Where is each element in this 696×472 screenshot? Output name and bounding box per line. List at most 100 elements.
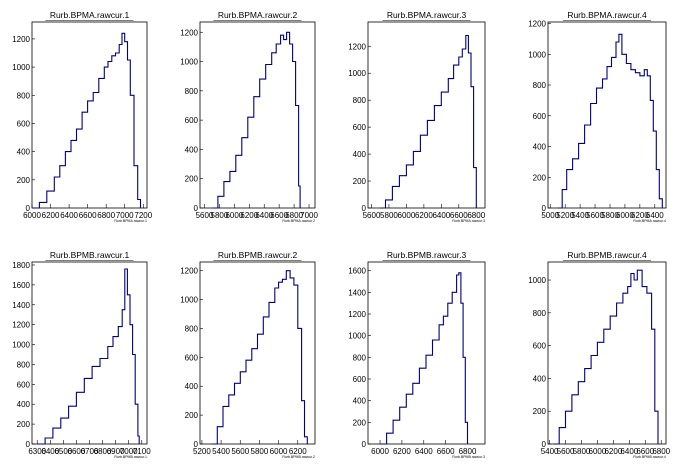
title-box (394, 250, 459, 261)
y-tick-label: 200 (185, 175, 199, 184)
y-tick-label: 1000 (348, 332, 366, 341)
x-tick-label: 5400 (212, 447, 230, 456)
y-tick-label: 600 (533, 112, 547, 121)
x-axis-label: Rurb.BPMA.rawcur.4 (633, 219, 666, 223)
x-tick-label: 6600 (636, 447, 654, 456)
x-tick-label: 6600 (450, 211, 468, 220)
histogram-title: Rurb.BPMB.rawcur.4 (567, 250, 647, 260)
y-tick-label: 400 (185, 145, 199, 154)
x-axis-label: Rurb.BPMB.rawcur.2 (282, 455, 315, 459)
x-tick-label: 5400 (541, 447, 559, 456)
x-tick-label: 7000 (116, 211, 134, 220)
plot-frame (31, 21, 148, 209)
y-tick-label: 1400 (12, 301, 30, 310)
y-tick-label: 0 (194, 204, 199, 213)
y-tick-label: 1400 (348, 288, 366, 297)
x-tick-label: 6800 (652, 447, 670, 456)
y-tick-label: 800 (17, 360, 31, 369)
y-tick-label: 600 (17, 380, 31, 389)
x-tick-label: 6000 (270, 447, 288, 456)
histogram-title: Rurb.BPMA.rawcur.1 (50, 10, 130, 20)
y-tick-label: 800 (353, 353, 367, 362)
y-tick-label: 1000 (528, 50, 546, 59)
title-box (225, 250, 290, 261)
x-tick-label: 6400 (620, 447, 638, 456)
x-tick-label: 5200 (556, 211, 574, 220)
plot-frame (199, 261, 316, 445)
histogram-title: Rurb.BPMB.rawcur.3 (387, 250, 467, 260)
y-tick-label: 400 (17, 400, 31, 409)
x-tick-label: 5800 (380, 211, 398, 220)
histogram-line (380, 272, 469, 445)
histogram-title: Rurb.BPMA.rawcur.3 (387, 10, 467, 20)
y-tick-label: 400 (17, 148, 31, 157)
y-tick-label: 1000 (180, 296, 198, 305)
x-tick-label: 6600 (437, 447, 455, 456)
x-tick-label: 6800 (285, 211, 303, 220)
histogram-title: Rurb.BPMA.rawcur.4 (567, 10, 647, 20)
title-box (57, 250, 122, 261)
x-tick-label: 5800 (251, 447, 269, 456)
x-axis-label: Rurb.BPMA.rawcur.2 (282, 219, 315, 223)
x-tick-label: 5600 (557, 447, 575, 456)
x-tick-label: 6000 (23, 211, 41, 220)
x-tick-label: 6000 (616, 211, 634, 220)
y-tick-label: 600 (185, 353, 199, 362)
x-tick-label: 5400 (571, 211, 589, 220)
y-tick-label: 1600 (12, 281, 30, 290)
x-tick-label: 6200 (604, 447, 622, 456)
histogram-panel: Rurb.BPMB.rawcur.1 0 200 400 600 800 1000 1200 1… (12, 250, 151, 459)
x-tick-label: 6400 (432, 211, 450, 220)
x-tick-label: 6200 (240, 211, 258, 220)
x-tick-label: 6900 (107, 447, 125, 456)
y-tick-label: 400 (353, 150, 367, 159)
y-tick-label: 1000 (12, 63, 30, 72)
x-tick-label: 6400 (255, 211, 273, 220)
y-tick-label: 800 (185, 324, 199, 333)
x-tick-label: 6400 (41, 447, 59, 456)
y-tick-label: 200 (17, 176, 31, 185)
x-tick-label: 6200 (42, 211, 60, 220)
x-tick-label: 6000 (225, 211, 243, 220)
histogram-line (557, 33, 663, 209)
y-tick-label: 800 (185, 87, 199, 96)
x-tick-label: 5600 (363, 211, 381, 220)
x-tick-label: 5600 (586, 211, 604, 220)
x-tick-label: 6800 (459, 447, 477, 456)
y-tick-label: 0 (26, 204, 31, 213)
y-tick-label: 600 (533, 342, 547, 351)
x-tick-label: 7000 (300, 211, 318, 220)
x-tick-label: 5800 (601, 211, 619, 220)
y-tick-label: 1200 (348, 42, 366, 51)
x-tick-label: 6700 (81, 447, 99, 456)
histogram-panel: Rurb.BPMA.rawcur.4 0 200 400 600 800 1000 1200 5… (528, 10, 667, 223)
y-tick-label: 600 (353, 123, 367, 132)
x-tick-label: 6600 (270, 211, 288, 220)
x-tick-label: 7200 (134, 211, 152, 220)
x-tick-label: 6200 (415, 211, 433, 220)
histogram-line (211, 31, 301, 209)
x-tick-label: 6400 (60, 211, 78, 220)
y-tick-label: 400 (353, 397, 367, 406)
histogram-panel: Rurb.BPMB.rawcur.3 0 200 400 600 800 1000 1200 1… (348, 250, 486, 459)
x-tick-label: 6600 (68, 447, 86, 456)
y-tick-label: 800 (533, 81, 547, 90)
y-tick-label: 200 (185, 411, 199, 420)
y-tick-label: 400 (533, 143, 547, 152)
plot-frame (547, 21, 667, 209)
x-tick-label: 5200 (193, 447, 211, 456)
y-tick-label: 600 (353, 375, 367, 384)
histogram-panel: Rurb.BPMA.rawcur.3 0 200 400 600 800 1000 1200 5… (348, 10, 486, 223)
x-tick-label: 5800 (211, 211, 229, 220)
x-axis-label: Rurb.BPMA.rawcur.1 (114, 219, 147, 223)
x-tick-label: 6000 (398, 211, 416, 220)
histogram-title: Rurb.BPMB.rawcur.1 (50, 250, 130, 260)
title-box (394, 10, 459, 21)
y-tick-label: 1600 (348, 267, 366, 276)
x-tick-label: 5000 (541, 211, 559, 220)
plot-frame (367, 21, 486, 209)
y-tick-label: 1200 (12, 321, 30, 330)
y-tick-label: 0 (362, 204, 367, 213)
y-tick-label: 1000 (180, 58, 198, 67)
histogram-line (380, 34, 477, 209)
